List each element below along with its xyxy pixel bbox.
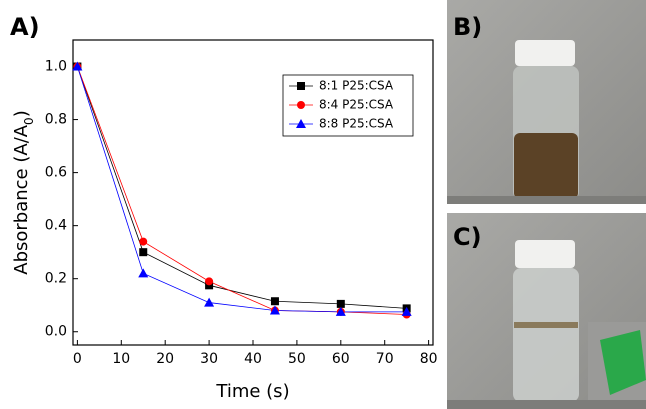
x-tick-label: 30 bbox=[200, 351, 218, 367]
x-tick-label: 50 bbox=[288, 351, 306, 367]
panel-label: A) bbox=[10, 13, 40, 41]
marker bbox=[138, 268, 149, 278]
series-line bbox=[77, 66, 407, 313]
series-line bbox=[77, 66, 407, 309]
y-tick-label: 1.0 bbox=[45, 59, 67, 75]
x-tick-label: 20 bbox=[156, 351, 174, 367]
marker bbox=[72, 61, 83, 71]
marker bbox=[204, 297, 215, 307]
panel-label: B) bbox=[453, 13, 482, 41]
y-axis-label-part: Absorbance (A/A bbox=[11, 124, 32, 274]
marker bbox=[270, 297, 279, 306]
x-tick-label: 10 bbox=[112, 351, 130, 367]
chart: 0 10 20 30 40 50 60 70 80 0.0 0.2 0.4 0.6 0.8 1.0 Time … bbox=[11, 39, 438, 402]
legend-label: 8:1 P25:CSA bbox=[319, 79, 394, 93]
marker bbox=[269, 305, 280, 315]
panel-label: C) bbox=[453, 223, 482, 251]
y-tick-label: 0.6 bbox=[45, 165, 67, 181]
x-tick-label: 70 bbox=[376, 351, 394, 367]
series-line bbox=[77, 66, 407, 315]
y-tick-label: 0.8 bbox=[45, 112, 67, 128]
marker bbox=[297, 82, 305, 90]
x-tick-label: 40 bbox=[244, 351, 262, 367]
y-axis-label-part: ) bbox=[11, 110, 32, 117]
legend-label: 8:8 P25:CSA bbox=[319, 117, 394, 131]
y-axis-label: Absorbance (A/A0) bbox=[11, 110, 36, 274]
marker bbox=[335, 306, 346, 316]
legend-label: 8:4 P25:CSA bbox=[319, 98, 394, 112]
marker bbox=[297, 101, 305, 109]
x-tick-label: 0 bbox=[73, 351, 82, 367]
x-tick-label: 80 bbox=[420, 351, 438, 367]
marker bbox=[205, 277, 214, 286]
marker bbox=[336, 299, 345, 308]
photo-b bbox=[447, 0, 646, 204]
marker bbox=[139, 248, 148, 257]
y-axis-label-part: 0 bbox=[22, 117, 36, 125]
photo-c bbox=[447, 213, 646, 409]
marker bbox=[139, 237, 148, 246]
marker bbox=[296, 119, 306, 128]
y-tick-label: 0.0 bbox=[45, 324, 67, 340]
y-tick-label: 0.4 bbox=[45, 218, 67, 234]
y-tick-label: 0.2 bbox=[45, 271, 67, 287]
marker bbox=[401, 306, 412, 316]
x-tick-label: 60 bbox=[332, 351, 350, 367]
x-axis-label: Time (s) bbox=[215, 381, 289, 402]
